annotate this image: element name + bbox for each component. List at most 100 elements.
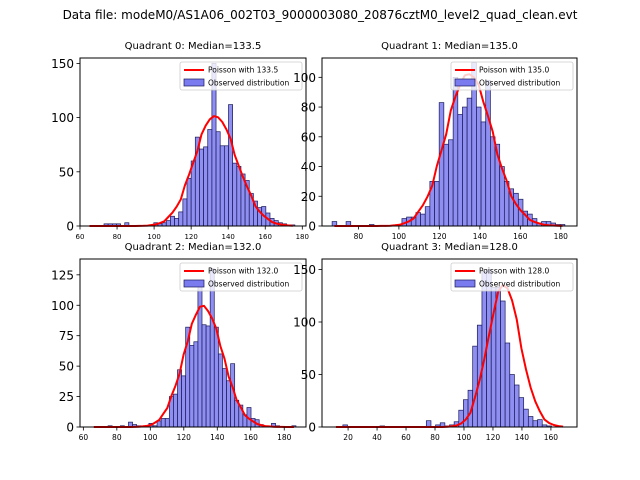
histogram-bar	[230, 363, 236, 428]
x-tick-label: 120	[486, 433, 501, 442]
histogram-bar	[178, 211, 184, 227]
x-tick-label: 140	[473, 232, 488, 241]
axes-frame	[321, 57, 578, 227]
x-tick-label: 80	[113, 233, 122, 241]
x-tick-label: 100	[143, 433, 158, 442]
legend-label-poisson: Poisson with 132.0	[208, 267, 278, 276]
subplot-quadrant-2: Quadrant 2: Median=132.0 60 80 100 120 140 160…	[51, 242, 307, 442]
histogram-bar	[232, 162, 238, 227]
histogram-bar	[500, 300, 506, 428]
y-tick-label: 60	[301, 130, 316, 144]
x-tick-label: 160	[244, 433, 259, 442]
histogram-bar	[165, 220, 171, 227]
histogram-bar	[480, 121, 487, 227]
histogram-bar	[509, 374, 515, 428]
histogram-bar	[490, 136, 496, 227]
histogram-bars	[342, 269, 552, 428]
y-tick-label: 50	[301, 368, 316, 382]
legend-label-observed: Observed distribution	[479, 280, 560, 289]
subplot-title: Quadrant 0: Median=133.5	[125, 41, 262, 52]
histogram-bar	[438, 102, 445, 227]
histogram-bar	[199, 148, 204, 227]
histogram-bar	[495, 287, 501, 428]
histogram-bar	[443, 143, 449, 227]
figure-suptitle: Data file: modeM0/AS1A06_002T03_90000030…	[62, 8, 578, 22]
y-tick-label: 0	[66, 421, 74, 435]
histogram-bar	[462, 106, 468, 227]
histogram-bar	[217, 353, 223, 428]
histogram-bar	[203, 146, 209, 227]
histogram-bar	[420, 213, 426, 227]
axes-frame	[79, 258, 307, 428]
histogram-bar	[215, 131, 221, 227]
x-tick-label: 80	[430, 433, 440, 442]
x-tick-label: 120	[177, 433, 192, 442]
histogram-bar	[182, 198, 188, 227]
histogram-bar	[424, 206, 431, 227]
legend-box	[179, 61, 303, 91]
legend-label-observed: Observed distribution	[479, 79, 560, 88]
legend-bar-swatch	[183, 78, 205, 87]
histogram-bar	[513, 192, 519, 227]
histogram-bar	[209, 268, 215, 428]
y-tick-label: 50	[59, 165, 74, 179]
histogram-bar	[236, 166, 242, 227]
y-tick-label: 100	[51, 299, 74, 313]
subplot-quadrant-1: Quadrant 1: Median=135.0 80 100 120 140 160 18…	[293, 41, 578, 241]
y-tick-label: 50	[59, 360, 74, 374]
histogram-bar	[213, 326, 219, 428]
histogram-bar	[532, 420, 538, 428]
histogram-bar	[160, 418, 166, 428]
histogram-bar	[504, 342, 511, 428]
y-tick-label: 25	[59, 390, 74, 404]
legend-label-observed: Observed distribution	[208, 280, 289, 289]
x-tick-label: 60	[79, 433, 89, 442]
subplot-title: Quadrant 2: Median=132.0	[125, 242, 262, 253]
histogram-bar	[181, 375, 187, 428]
histogram-bar	[448, 139, 454, 227]
y-tick-label: 0	[66, 220, 74, 234]
legend: Poisson with 135.0 Observed distribution	[450, 61, 574, 91]
x-tick-label: 180	[554, 232, 569, 241]
histogram-bar	[193, 341, 199, 428]
legend-box	[450, 61, 574, 91]
y-tick-label: 20	[301, 190, 316, 204]
y-tick-label: 40	[301, 160, 316, 174]
axes-frame	[321, 258, 578, 428]
legend: Poisson with 133.5 Observed distribution	[179, 61, 303, 91]
x-tick-label: 180	[277, 433, 292, 442]
x-tick-label: 120	[184, 233, 197, 241]
legend-label-poisson: Poisson with 128.0	[479, 267, 549, 276]
histogram-bar	[457, 114, 463, 227]
histogram-bar	[466, 97, 473, 227]
histogram-bar	[189, 345, 195, 428]
legend-bar-swatch	[454, 78, 476, 87]
x-tick-label: 100	[457, 433, 472, 442]
x-tick-label: 20	[343, 433, 353, 442]
subplot-quadrant-0: Quadrant 0: Median=133.5 60 80 100 120 140 160…	[51, 41, 309, 241]
histogram-bars	[107, 268, 297, 428]
histogram-bar	[527, 416, 534, 428]
subplot-quadrant-3: Quadrant 3: Median=128.0 20 40 60 80 100 120 14…	[293, 242, 578, 442]
subplot-title: Quadrant 1: Median=135.0	[381, 41, 518, 52]
x-tick-label: 160	[544, 433, 559, 442]
x-tick-label: 140	[515, 433, 530, 442]
y-tick-label: 75	[59, 329, 74, 343]
x-tick-label: 100	[147, 233, 160, 241]
legend-label-observed: Observed distribution	[208, 79, 289, 88]
x-tick-label: 180	[296, 233, 309, 241]
histogram-bar	[222, 368, 227, 428]
y-tick-label: 150	[51, 57, 74, 71]
y-tick-label: 125	[51, 268, 74, 282]
histogram-bar	[164, 418, 170, 428]
x-tick-label: 140	[210, 433, 225, 442]
x-tick-label: 100	[392, 232, 407, 241]
histogram-bar	[219, 145, 225, 227]
histogram-bar	[223, 145, 229, 227]
x-tick-label: 120	[432, 232, 447, 241]
x-tick-label: 60	[401, 433, 411, 442]
y-tick-label: 0	[308, 421, 316, 435]
legend: Poisson with 128.0 Observed distribution	[450, 262, 574, 292]
histogram-bar	[518, 397, 525, 428]
